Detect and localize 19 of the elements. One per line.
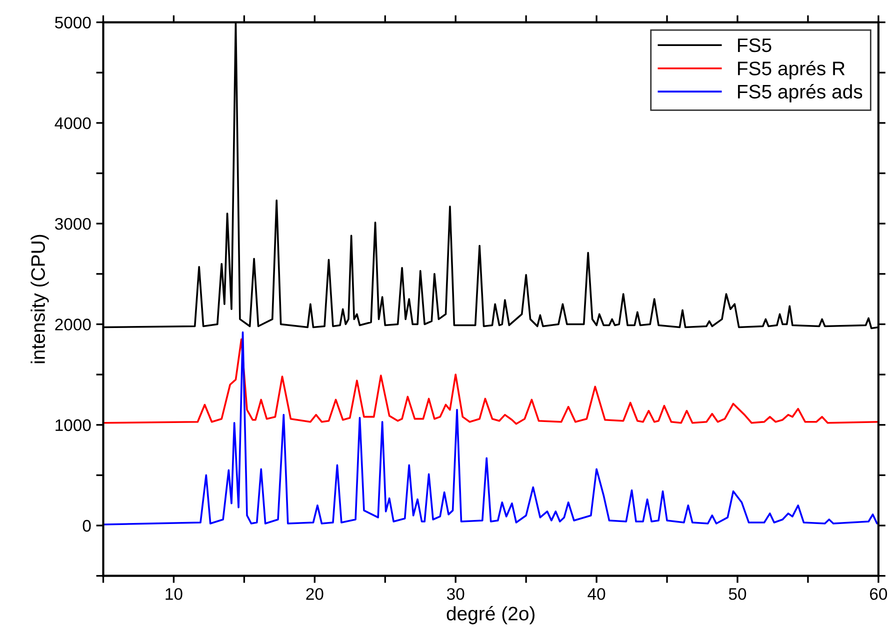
legend-label: FS5 bbox=[738, 38, 772, 52]
line-series bbox=[103, 338, 878, 425]
x-axis-title: degré (2o) bbox=[446, 606, 534, 624]
y-tick-label: 3000 bbox=[54, 218, 91, 230]
line-series bbox=[103, 331, 878, 526]
x-tick-label: 20 bbox=[306, 588, 324, 600]
y-tick-label: 0 bbox=[82, 520, 91, 532]
y-axis-title: intensity (CPU) bbox=[30, 234, 49, 364]
x-tick-label: 60 bbox=[870, 588, 888, 600]
y-tick-label: 1000 bbox=[56, 419, 91, 432]
y-tick-label: 4000 bbox=[54, 117, 91, 130]
x-tick-label: 10 bbox=[166, 588, 182, 600]
x-tick-label: 40 bbox=[588, 588, 606, 600]
x-tick-label: 50 bbox=[728, 588, 746, 600]
legend-label: FS5 aprés R bbox=[738, 60, 845, 80]
x-tick-label: 30 bbox=[446, 588, 464, 600]
legend-label: FS5 aprés ads bbox=[738, 84, 862, 102]
y-tick-label: 5000 bbox=[55, 16, 91, 28]
y-tick-label: 2000 bbox=[55, 318, 91, 330]
